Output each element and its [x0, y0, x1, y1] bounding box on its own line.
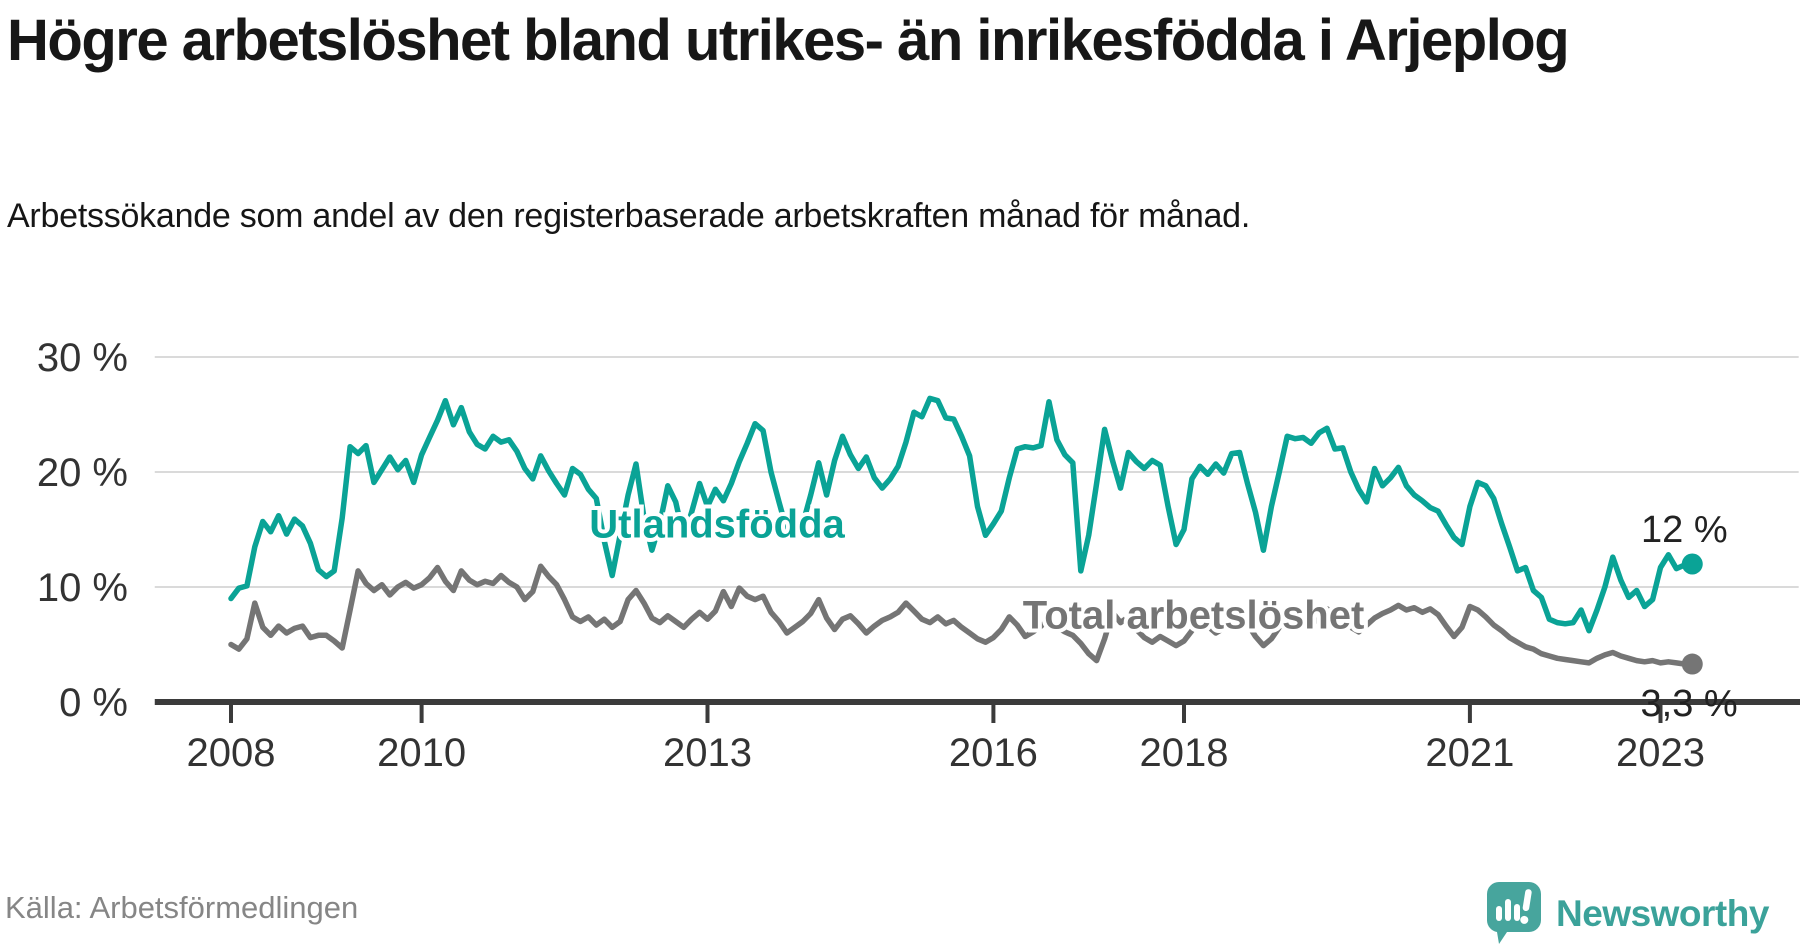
- series-end-dot: [1681, 553, 1703, 575]
- chart-annotation: 3,3 %: [1641, 683, 1738, 725]
- page-title: Högre arbetslöshet bland utrikes- än inr…: [7, 8, 1570, 73]
- x-tick-label: 2010: [377, 731, 466, 775]
- series-line-utlandsf-dda: [228, 395, 1696, 634]
- series-line-total-arbetsl-shet: [228, 563, 1696, 667]
- chart-annotation: Total arbetslöshet: [1023, 593, 1365, 637]
- chart-annotation: 12 %: [1641, 509, 1728, 551]
- y-tick-label: 20 %: [37, 451, 128, 495]
- x-tick-label: 2021: [1425, 731, 1514, 775]
- page-subtitle: Arbetssökande som andel av den registerb…: [7, 197, 1251, 235]
- y-tick-label: 30 %: [37, 336, 128, 380]
- chart-annotation: Utlandsfödda: [589, 503, 845, 547]
- series-end-dot: [1681, 653, 1703, 675]
- x-tick-label: 2023: [1616, 731, 1705, 775]
- newsworthy-logo: Newsworthy: [1487, 882, 1769, 946]
- x-tick-label: 2008: [187, 731, 276, 775]
- x-tick-label: 2018: [1140, 731, 1229, 775]
- brand-name: Newsworthy: [1556, 893, 1769, 934]
- source-note: Källa: Arbetsförmedlingen: [5, 890, 359, 925]
- y-tick-label: 10 %: [37, 566, 128, 610]
- x-tick-label: 2013: [663, 731, 752, 775]
- x-tick-label: 2016: [949, 731, 1038, 775]
- newsworthy-bubble-icon: [1487, 882, 1541, 944]
- y-tick-label: 0 %: [59, 681, 128, 725]
